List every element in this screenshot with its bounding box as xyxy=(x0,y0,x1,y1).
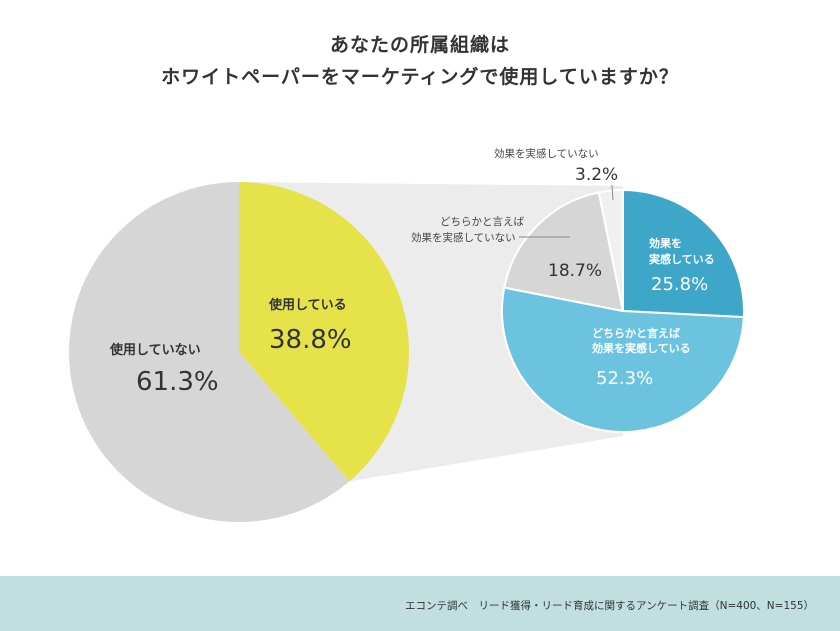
slice-label: 効果を実感していない xyxy=(411,231,516,244)
slice-value-label: 61.3% xyxy=(136,367,219,397)
pie-slice-somewhat-felt xyxy=(501,286,745,433)
slice-value-label: 25.8% xyxy=(651,274,708,295)
slice-value-label: 38.8% xyxy=(269,325,352,355)
chart-title-line1: あなたの所属組織は xyxy=(329,34,510,56)
slice-label: 使用している xyxy=(268,297,347,313)
slice-label: 使用していない xyxy=(109,342,201,358)
footer-source-note: エコンテ調べ リード獲得・リード育成に関するアンケート調査（N=400、N=15… xyxy=(405,600,814,612)
footer-bar: エコンテ調べ リード獲得・リード育成に関するアンケート調査（N=400、N=15… xyxy=(0,576,840,631)
slice-value-label: 3.2% xyxy=(575,165,618,185)
pie-slice-somewhat-not-felt xyxy=(503,191,624,312)
slice-label: 効果を実感していない xyxy=(494,147,599,160)
slice-value-label: 52.3% xyxy=(596,368,653,389)
pie-slice-used xyxy=(239,182,410,482)
slice-label: 効果を実感している xyxy=(592,341,691,355)
pie-slice-effect-felt xyxy=(622,189,745,319)
pie-slice-not-felt xyxy=(597,189,624,312)
slice-label: 実感している xyxy=(649,252,715,266)
slice-value-label: 18.7% xyxy=(548,261,602,281)
pie-slice-not-used xyxy=(69,181,350,523)
leader-line xyxy=(611,184,614,201)
chart-title-line2: ホワイトペーパーをマーケティングで使用していますか？ xyxy=(161,66,679,88)
slice-label: どちらかと言えば xyxy=(592,326,680,340)
slice-label: どちらかと言えば xyxy=(440,215,524,228)
slice-label: 効果を xyxy=(649,236,682,250)
